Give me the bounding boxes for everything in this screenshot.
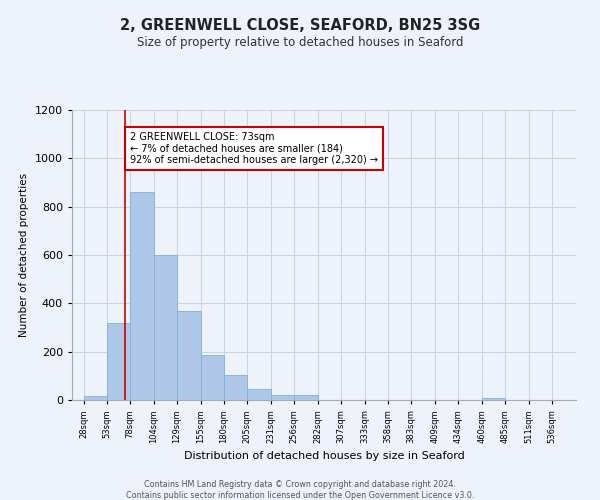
Text: Contains HM Land Registry data © Crown copyright and database right 2024.: Contains HM Land Registry data © Crown c… <box>144 480 456 489</box>
Text: Contains public sector information licensed under the Open Government Licence v3: Contains public sector information licen… <box>126 491 474 500</box>
Text: 2 GREENWELL CLOSE: 73sqm
← 7% of detached houses are smaller (184)
92% of semi-d: 2 GREENWELL CLOSE: 73sqm ← 7% of detache… <box>130 132 378 165</box>
Bar <box>247 389 271 400</box>
Bar <box>224 374 247 400</box>
Bar <box>201 356 224 400</box>
Text: 2, GREENWELL CLOSE, SEAFORD, BN25 3SG: 2, GREENWELL CLOSE, SEAFORD, BN25 3SG <box>120 18 480 32</box>
Bar <box>294 395 318 400</box>
Bar <box>154 255 177 400</box>
Text: Size of property relative to detached houses in Seaford: Size of property relative to detached ho… <box>137 36 463 49</box>
Bar <box>84 396 107 400</box>
Bar <box>177 310 201 400</box>
Bar <box>482 398 505 400</box>
Bar <box>107 322 130 400</box>
Bar <box>271 395 294 400</box>
Y-axis label: Number of detached properties: Number of detached properties <box>19 173 29 337</box>
X-axis label: Distribution of detached houses by size in Seaford: Distribution of detached houses by size … <box>184 452 464 462</box>
Bar <box>130 192 154 400</box>
